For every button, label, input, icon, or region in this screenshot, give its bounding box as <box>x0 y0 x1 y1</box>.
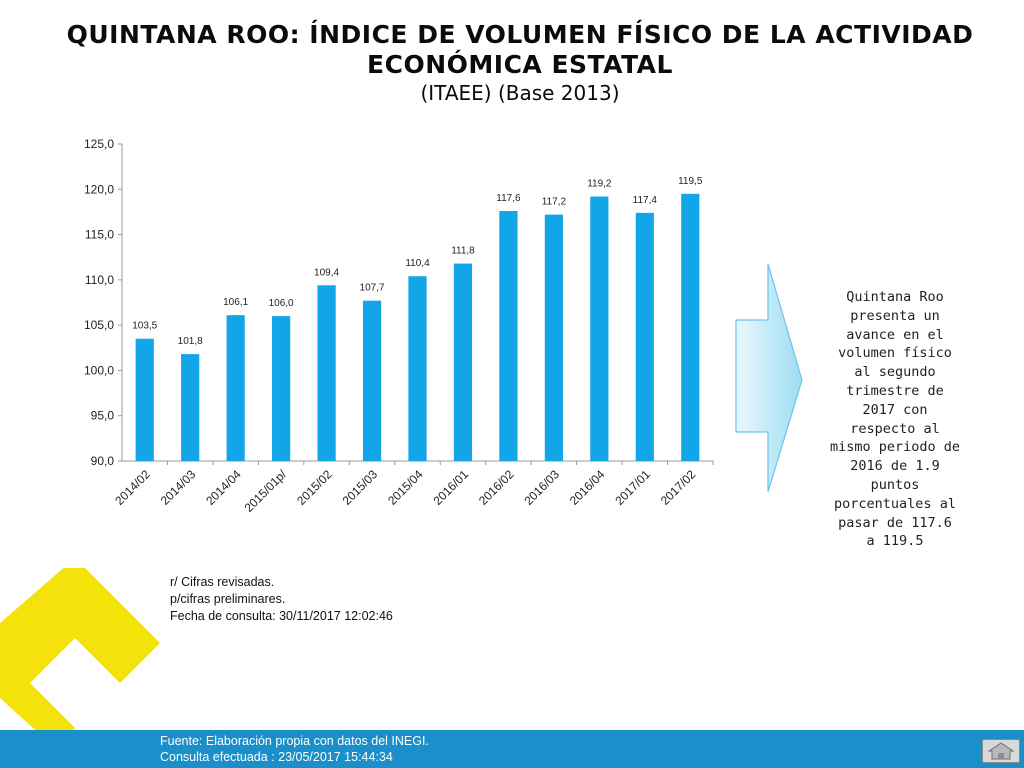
x-tick-label: 2015/01p/ <box>242 467 290 515</box>
bar <box>181 354 200 461</box>
data-label: 101,8 <box>178 336 203 347</box>
bar <box>272 316 291 461</box>
callout-line: al segundo <box>854 364 936 381</box>
x-tick-label: 2017/02 <box>658 467 699 508</box>
bar <box>635 212 654 461</box>
data-label: 117,2 <box>542 197 567 208</box>
bar <box>590 196 609 461</box>
callout-line: pasar de 117.6 <box>838 514 952 531</box>
footer-query-line: Consulta efectuada : 23/05/2017 15:44:34 <box>160 750 393 764</box>
y-tick-label: 95,0 <box>91 409 115 423</box>
bar <box>408 276 427 461</box>
page-title: QUINTANA ROO: ÍNDICE DE VOLUMEN FÍSICO D… <box>60 20 980 106</box>
home-button[interactable] <box>982 739 1020 763</box>
x-tick-label: 2017/01 <box>612 467 653 508</box>
bar <box>362 300 382 461</box>
callout-text: Quintana Roo presenta un avance en el volum… <box>812 288 978 551</box>
y-tick-label: 90,0 <box>91 454 115 468</box>
callout-line: respecto al <box>850 420 940 437</box>
x-tick-label: 2016/04 <box>567 467 608 508</box>
data-label: 119,2 <box>587 179 612 190</box>
arrow-shape <box>735 263 803 493</box>
y-tick-label: 100,0 <box>84 363 114 377</box>
data-label: 106,0 <box>269 298 294 309</box>
note-line: Fecha de consulta: 30/11/2017 12:02:46 <box>170 609 393 623</box>
y-tick-label: 105,0 <box>84 318 114 332</box>
callout-line: avance en el <box>846 326 944 343</box>
note-line: p/cifras preliminares. <box>170 592 286 606</box>
callout-line: volumen físico <box>838 345 952 362</box>
callout-line: mismo periodo de <box>829 439 961 456</box>
data-label: 110,4 <box>405 258 430 269</box>
bar <box>544 214 563 461</box>
data-label: 106,1 <box>223 297 248 308</box>
callout-line: Quintana Roo <box>846 289 944 305</box>
chart-notes: r/ Cifras revisadas. p/cifras preliminare… <box>170 574 393 625</box>
data-label: 117,6 <box>496 193 521 204</box>
footer-bar: Fuente: Elaboración propia con datos del… <box>0 730 1024 768</box>
callout-line: porcentuales al <box>834 495 956 512</box>
data-label: 117,4 <box>633 195 658 206</box>
callout-line: puntos <box>870 476 920 493</box>
x-tick-label: 2016/02 <box>476 467 517 508</box>
bar <box>499 211 518 461</box>
data-label: 119,5 <box>678 176 703 187</box>
title-line-1: QUINTANA ROO: ÍNDICE DE VOLUMEN FÍSICO D… <box>66 20 974 49</box>
y-tick-label: 115,0 <box>85 228 114 242</box>
bar <box>226 315 245 461</box>
x-tick-label: 2016/03 <box>521 467 562 508</box>
home-icon <box>987 742 1015 760</box>
bar <box>453 263 473 461</box>
x-tick-label: 2015/02 <box>294 467 335 508</box>
note-line: r/ Cifras revisadas. <box>170 575 275 589</box>
bar-chart: 90,0 95,0 100,0 105,0 110,0 115,0 120,0 125,0 10… <box>84 137 714 515</box>
y-tick-label: 120,0 <box>84 182 114 196</box>
bar <box>317 285 336 461</box>
callout-line: trimestre de <box>846 382 944 399</box>
callout-line: 2016 de 1.9 <box>850 458 940 475</box>
footer-source: Fuente: Elaboración propia con datos del… <box>160 733 429 765</box>
x-tick-label: 2016/01 <box>431 467 472 508</box>
y-tick-label: 125,0 <box>84 137 114 151</box>
data-label: 111,8 <box>451 246 475 257</box>
callout-arrow <box>735 263 803 493</box>
callout-line: 2017 con <box>862 401 928 418</box>
callout-line: presenta un <box>850 307 940 324</box>
callout-line: a 119.5 <box>866 533 924 550</box>
bar <box>681 193 700 462</box>
bar <box>135 338 154 461</box>
y-tick-label: 110,0 <box>85 273 114 287</box>
x-tick-label: 2014/03 <box>158 467 199 508</box>
x-tick-label: 2014/04 <box>203 467 244 508</box>
x-tick-label: 2014/02 <box>112 467 153 508</box>
title-subtitle: (ITAEE) (Base 2013) <box>420 81 620 105</box>
data-label: 103,5 <box>132 321 157 332</box>
footer-source-line: Fuente: Elaboración propia con datos del… <box>160 734 429 748</box>
title-line-2: ECONÓMICA ESTATAL <box>367 50 673 79</box>
yellow-diamond-shape <box>0 568 160 748</box>
x-tick-label: 2015/03 <box>340 467 381 508</box>
data-label: 107,7 <box>360 283 385 294</box>
x-tick-label: 2015/04 <box>385 467 426 508</box>
data-label: 109,4 <box>314 267 339 278</box>
